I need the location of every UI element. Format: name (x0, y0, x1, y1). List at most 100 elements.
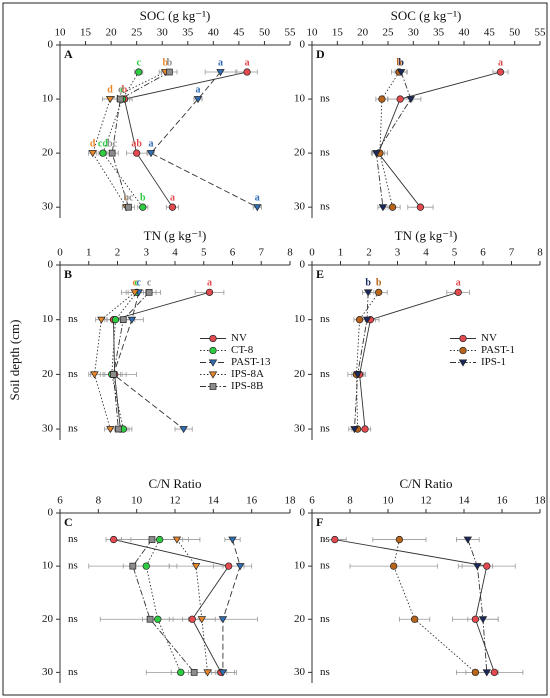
x-tick-label: 5 (452, 247, 458, 259)
significance-letter: d (107, 84, 113, 95)
x-tick-label: 8 (96, 495, 102, 507)
marker (235, 563, 245, 571)
legend-label: NV (481, 332, 497, 344)
significance-letter: a (196, 84, 201, 95)
y-tick-label: 0 (48, 259, 54, 271)
row-label: ns (320, 313, 330, 325)
marker (454, 288, 462, 296)
x-tick-label: 16 (246, 495, 258, 507)
marker (218, 669, 228, 677)
x-tick-label: 8 (537, 247, 543, 259)
y-tick-label: 10 (42, 313, 54, 325)
series-line (467, 539, 488, 673)
significance-letter: a (207, 278, 212, 289)
legend-label: IPS-1 (481, 356, 506, 368)
marker (375, 288, 383, 296)
y-tick-label: 10 (294, 313, 306, 325)
x-tick-label: 15 (80, 27, 92, 39)
marker (145, 288, 153, 296)
significance-letter: cd (98, 138, 108, 149)
x-tick-label: 35 (433, 27, 445, 39)
marker (463, 536, 473, 544)
marker (459, 334, 467, 343)
marker (168, 203, 177, 211)
y-tick-label: 10 (42, 93, 54, 105)
marker (110, 535, 118, 544)
row-label: ns (320, 423, 330, 435)
x-tick-label: 10 (307, 27, 319, 39)
x-tick-label: 4 (423, 247, 429, 259)
chart-title: SOC (g kg⁻¹) (391, 8, 462, 23)
row-label: ns (68, 368, 78, 380)
marker (209, 383, 217, 390)
marker (208, 359, 218, 367)
row-label: ns (68, 313, 78, 325)
row-label: ns (320, 93, 330, 105)
marker (135, 68, 143, 76)
x-tick-label: 15 (332, 27, 344, 39)
marker (133, 149, 141, 157)
y-tick-label: 0 (48, 507, 54, 519)
series-line (150, 71, 258, 208)
marker (129, 562, 137, 570)
significance-letter: c (137, 278, 142, 289)
marker (142, 562, 150, 570)
marker (125, 203, 132, 211)
significance-letter: b (396, 57, 402, 68)
marker (353, 371, 362, 379)
marker (97, 316, 106, 324)
x-tick-label: 2 (115, 247, 121, 259)
marker (388, 203, 397, 211)
significance-letter: bc (123, 192, 134, 203)
x-tick-label: 40 (459, 27, 471, 39)
significance-letter: a (456, 278, 461, 289)
series-line (113, 291, 210, 430)
x-tick-label: 10 (131, 495, 143, 507)
panel-label: D (316, 47, 325, 61)
marker (410, 615, 419, 623)
x-tick-label: 6 (309, 495, 315, 507)
significance-letter: a (498, 57, 503, 68)
x-tick-label: 30 (408, 27, 420, 39)
marker (471, 668, 480, 677)
marker (99, 149, 107, 157)
x-tick-label: 2 (366, 247, 372, 259)
marker (179, 426, 188, 434)
marker (127, 316, 137, 324)
y-tick-label: 20 (294, 613, 306, 625)
marker (177, 668, 185, 677)
marker (378, 95, 386, 103)
significance-letter: a (148, 138, 153, 149)
marker (228, 536, 237, 544)
significance-letter: a (245, 57, 250, 68)
y-tick-label: 0 (300, 39, 306, 51)
marker (209, 334, 217, 343)
y-tick-label: 0 (300, 507, 306, 519)
panel-label: E (316, 267, 324, 281)
marker (88, 150, 97, 158)
marker (482, 669, 492, 677)
significance-letter: c (118, 84, 123, 95)
significance-letter: c (124, 192, 129, 203)
marker (372, 150, 381, 158)
series-line (111, 292, 138, 430)
chart-title: C/N Ratio (148, 476, 201, 491)
marker (362, 316, 372, 324)
legend-label: PAST-13 (231, 356, 271, 368)
chart-title: TN (g kg⁻¹) (144, 228, 207, 243)
x-tick-label: 55 (285, 27, 297, 39)
marker (350, 426, 359, 434)
x-tick-label: 10 (55, 27, 67, 39)
y-tick-label: 30 (294, 201, 306, 213)
x-tick-label: 45 (233, 27, 245, 39)
significance-letter: b (167, 57, 173, 68)
marker (361, 425, 369, 433)
marker (218, 616, 228, 624)
series-line (176, 539, 209, 673)
legend-label: NV (231, 332, 247, 344)
series-line (94, 291, 136, 430)
panel-label: B (64, 267, 72, 281)
significance-letter: ab (131, 138, 142, 149)
